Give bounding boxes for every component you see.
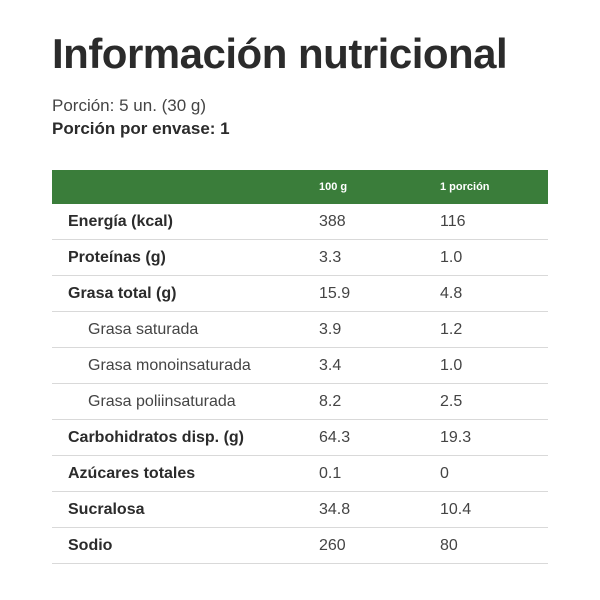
servings-per-package-value: 1 [220,119,230,138]
value-per-100g: 3.3 [319,248,342,266]
table-row: Grasa monoinsaturada 3.4 1.0 [52,348,548,384]
table-row: Carbohidratos disp. (g) 64.3 19.3 [52,420,548,456]
value-per-portion: 80 [440,536,458,554]
nutrition-table: 100 g 1 porción Energía (kcal) 388 116 Prot… [52,170,548,564]
table-row: Proteínas (g) 3.3 1.0 [52,240,548,276]
value-per-portion: 4.8 [440,284,463,302]
value-per-portion: 1.0 [440,356,463,374]
value-per-portion: 1.2 [440,320,463,338]
table-row: Sucralosa 34.8 10.4 [52,492,548,528]
servings-per-package-label: Porción por envase: [52,119,216,138]
value-per-100g: 388 [319,212,346,230]
nutrient-name: Sucralosa [68,500,145,518]
value-per-100g: 8.2 [319,392,342,410]
value-per-portion: 0 [440,464,449,482]
value-per-100g: 34.8 [319,500,351,518]
value-per-portion: 19.3 [440,428,472,446]
table-row: Sodio 260 80 [52,528,548,564]
nutrient-name: Carbohidratos disp. (g) [68,428,244,446]
nutrition-table-header: 100 g 1 porción [52,170,548,204]
value-per-100g: 64.3 [319,428,351,446]
serving-size: Porción: 5 un. (30 g) [52,95,206,117]
serving-size-label: Porción: [52,96,115,115]
value-per-100g: 3.4 [319,356,342,374]
value-per-portion: 1.0 [440,248,463,266]
nutrient-name: Energía (kcal) [68,212,173,230]
nutrient-name: Grasa saturada [88,320,199,338]
value-per-100g: 15.9 [319,284,351,302]
value-per-100g: 3.9 [319,320,342,338]
table-row: Energía (kcal) 388 116 [52,204,548,240]
value-per-100g: 0.1 [319,464,342,482]
header-per-portion: 1 porción [440,181,490,193]
nutrient-name: Grasa total (g) [68,284,177,302]
page-title: Información nutricional [52,30,508,77]
value-per-portion: 116 [440,212,466,230]
nutrient-name: Sodio [68,536,113,554]
nutrient-name: Grasa poliinsaturada [88,392,236,410]
serving-size-value: 5 un. (30 g) [119,96,207,115]
value-per-portion: 10.4 [440,500,472,518]
nutrient-name: Azúcares totales [68,464,196,482]
servings-per-package: Porción por envase: 1 [52,118,230,140]
table-row: Grasa poliinsaturada 8.2 2.5 [52,384,548,420]
table-row: Grasa total (g) 15.9 4.8 [52,276,548,312]
header-per-100g: 100 g [319,181,348,193]
value-per-portion: 2.5 [440,392,463,410]
table-row: Azúcares totales 0.1 0 [52,456,548,492]
value-per-100g: 260 [319,536,346,554]
nutrient-name: Proteínas (g) [68,248,166,266]
nutrition-table-body: Energía (kcal) 388 116 Proteínas (g) 3.3 1.0 G… [52,204,548,564]
table-row: Grasa saturada 3.9 1.2 [52,312,548,348]
nutrient-name: Grasa monoinsaturada [88,356,251,374]
